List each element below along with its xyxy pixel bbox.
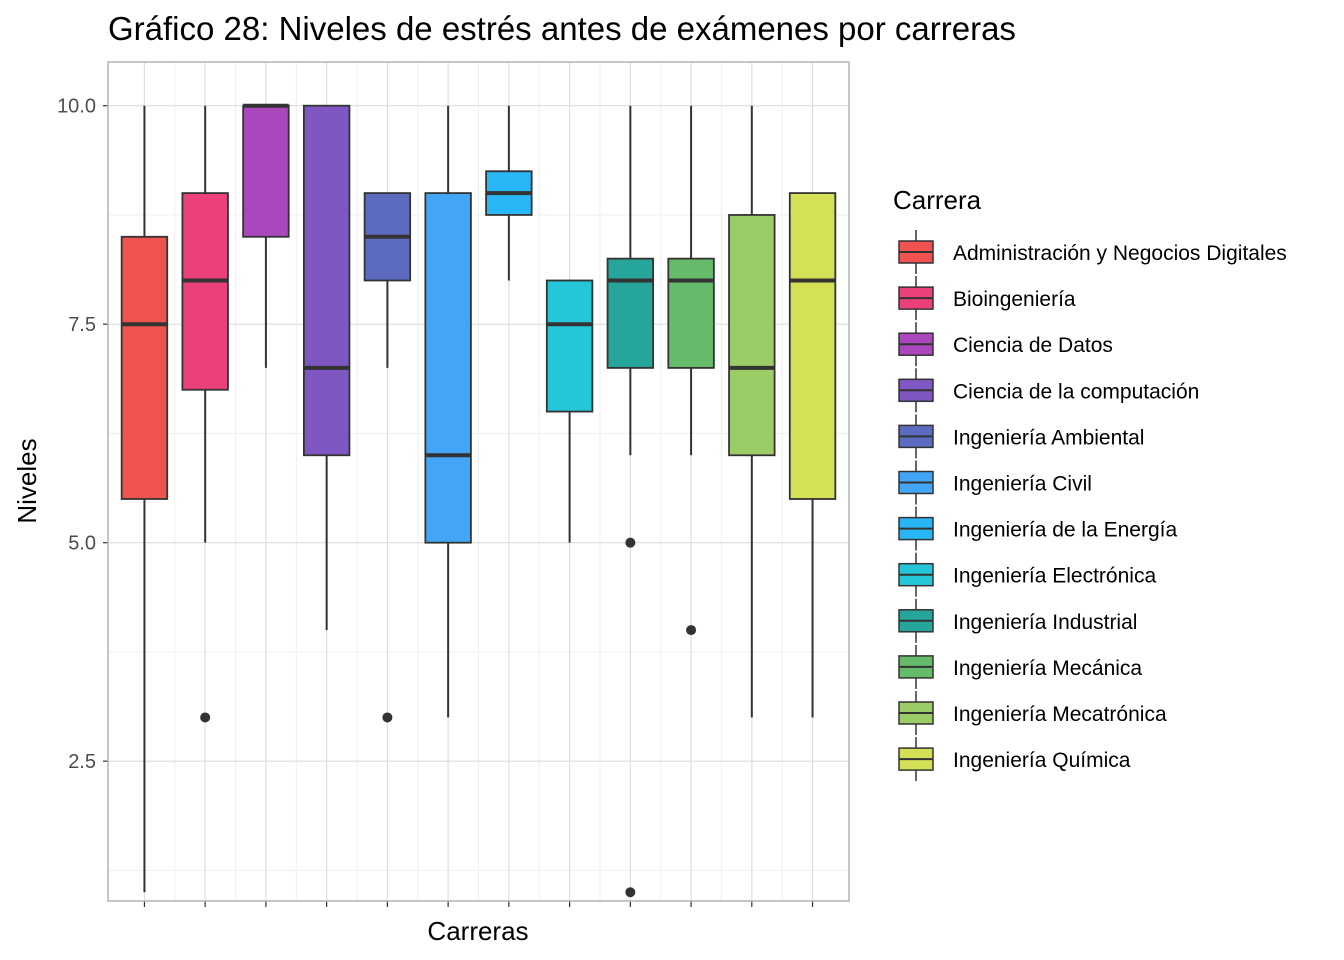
legend-label: Ciencia de Datos [953, 334, 1113, 357]
legend-label: Ciencia de la computación [953, 380, 1199, 403]
legend-label: Ingeniería Civil [953, 473, 1092, 496]
box-8 [545, 279, 594, 543]
y-tick-label: 5.0 [68, 533, 96, 555]
box-body [788, 192, 837, 500]
outlier-point [625, 537, 636, 548]
box-1 [120, 105, 169, 893]
box-body [181, 192, 229, 391]
outlier-point [382, 712, 393, 723]
plot-area: 2.5 5.0 7.5 10.0 [57, 61, 850, 907]
legend-item-1: Administración y Negocios Digitales [898, 230, 1287, 274]
legend-item-2: Bioingeniería [898, 276, 1076, 321]
panel-border [107, 61, 850, 902]
legend-label: Administración y Negocios Digitales [953, 242, 1287, 265]
box-body [424, 192, 472, 544]
legend-item-6: Ingeniería Civil [898, 460, 1092, 505]
box-12 [788, 192, 837, 718]
legend: Carrera Administración y Negocios Digita… [893, 185, 1287, 782]
outlier-point [625, 887, 636, 898]
box-7 [485, 105, 533, 281]
box-body [728, 214, 776, 457]
box-body [545, 279, 594, 413]
box-4 [302, 104, 351, 631]
legend-label: Ingeniería Industrial [953, 611, 1137, 634]
y-tick-label: 10.0 [57, 96, 96, 118]
box-10 [667, 105, 715, 636]
box-2 [181, 105, 229, 723]
legend-label: Ingeniería Electrónica [953, 565, 1156, 588]
box-5 [363, 192, 412, 723]
box-body [242, 104, 290, 238]
outlier-point [686, 625, 697, 636]
y-tick-label: 7.5 [68, 314, 96, 336]
y-axis-title: Niveles [12, 438, 42, 523]
legend-item-10: Ingeniería Mecánica [898, 644, 1142, 689]
box-body [120, 235, 169, 500]
legend-item-9: Ingeniería Industrial [898, 598, 1137, 643]
legend-label: Ingeniería de la Energía [953, 519, 1177, 542]
legend-item-7: Ingeniería de la Energía [898, 506, 1177, 551]
x-axis-title: Carreras [427, 916, 528, 946]
legend-title: Carrera [893, 185, 982, 215]
legend-label: Ingeniería Mecatrónica [953, 703, 1167, 726]
legend-item-4: Ciencia de la computación [898, 368, 1199, 413]
y-tick-label: 2.5 [68, 751, 96, 773]
legend-item-12: Ingeniería Química [898, 737, 1131, 782]
box-body [302, 104, 351, 457]
box-3 [242, 103, 290, 368]
legend-item-11: Ingeniería Mecatrónica [898, 691, 1167, 735]
box-body [606, 257, 655, 369]
chart-title: Gráfico 28: Niveles de estrés antes de e… [108, 10, 1016, 47]
legend-label: Ingeniería Ambiental [953, 426, 1144, 449]
box-body [667, 257, 715, 369]
outlier-point [200, 712, 211, 723]
legend-item-3: Ciencia de Datos [898, 322, 1113, 367]
legend-label: Ingeniería Química [953, 749, 1131, 772]
legend-item-5: Ingeniería Ambiental [898, 414, 1144, 459]
box-9 [606, 105, 655, 898]
legend-item-8: Ingeniería Electrónica [898, 552, 1156, 597]
box-6 [424, 105, 472, 718]
legend-label: Bioingeniería [953, 288, 1076, 311]
box-11 [728, 105, 776, 718]
legend-label: Ingeniería Mecánica [953, 657, 1142, 680]
